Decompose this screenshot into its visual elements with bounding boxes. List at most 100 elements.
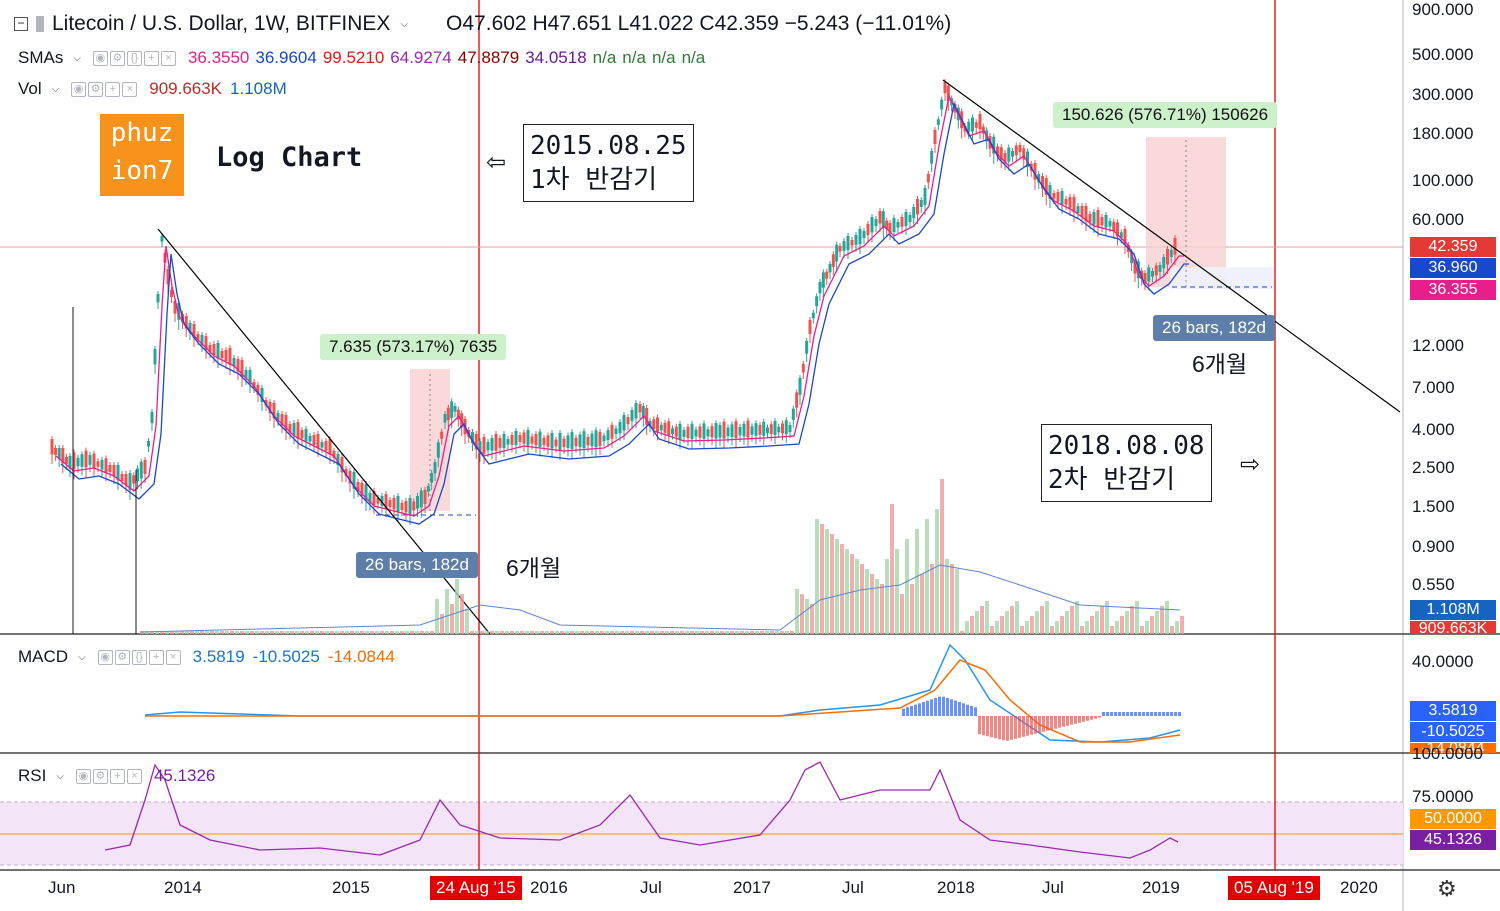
settings-icon[interactable]: ⚙: [88, 81, 104, 97]
settings-icon[interactable]: ⚙: [92, 768, 108, 784]
price-tick-label: 1.500: [1412, 497, 1455, 516]
macd-value: 3.5819: [192, 647, 245, 666]
symbol-title[interactable]: Litecoin / U.S. Dollar, 1W, BITFINEX: [52, 12, 391, 35]
candle-body: [967, 121, 971, 132]
volume-bar: [320, 631, 324, 634]
time-marker-2: 05 Aug '19: [1228, 876, 1320, 900]
macd-label[interactable]: MACD: [18, 647, 69, 666]
close-icon[interactable]: ×: [165, 649, 181, 665]
sma1-price-badge: 36.355: [1410, 280, 1496, 300]
candle-body: [831, 254, 835, 267]
candle-body: [762, 421, 766, 436]
volume-bar: [1125, 611, 1129, 634]
rsi-label[interactable]: RSI: [18, 766, 47, 785]
candle-body: [204, 336, 208, 350]
source-code-icon[interactable]: {}: [126, 50, 142, 66]
settings-icon[interactable]: ⚙: [114, 649, 130, 665]
chevron-down-icon[interactable]: ⌵: [78, 651, 86, 663]
more-icon[interactable]: +: [148, 649, 164, 665]
halving-2-text: 2차 반감기: [1048, 465, 1175, 495]
candle-body: [216, 343, 220, 359]
chevron-down-icon[interactable]: ⌵: [56, 770, 64, 782]
sma-label[interactable]: SMAs: [18, 48, 64, 67]
hist-value: -14.0844: [327, 647, 395, 666]
volume-bar: [225, 631, 229, 634]
volume-bar: [200, 631, 204, 634]
candle-body: [153, 349, 157, 365]
macd-histogram-bar: [1118, 712, 1121, 716]
price-tick-label: 60.000: [1412, 210, 1464, 229]
candle-body: [1100, 217, 1104, 226]
candle-body: [1136, 261, 1140, 279]
candle-body: [930, 151, 934, 164]
more-icon[interactable]: +: [109, 768, 125, 784]
candle-body: [726, 427, 730, 436]
chevron-down-icon[interactable]: ⌵: [400, 18, 409, 30]
volume-bar: [745, 631, 749, 634]
eye-icon[interactable]: ◉: [71, 81, 87, 97]
volume-bar: [910, 584, 914, 634]
candle-body: [1116, 222, 1119, 237]
volume-bar: [345, 631, 349, 634]
volume-bar: [605, 631, 609, 634]
gear-icon[interactable]: ⚙: [1437, 876, 1457, 901]
volume-bar: [1065, 611, 1069, 634]
volume-bar: [285, 631, 289, 634]
settings-icon[interactable]: ⚙: [109, 50, 125, 66]
halving-2-note: 2018.08.08 2차 반감기: [1041, 424, 1212, 502]
candle-body: [336, 454, 340, 466]
volume-bar: [660, 631, 664, 634]
more-icon[interactable]: +: [143, 50, 159, 66]
candle-body: [419, 490, 423, 508]
close-icon[interactable]: ×: [122, 81, 138, 97]
candle-body: [380, 496, 384, 506]
eye-icon[interactable]: ◉: [92, 50, 108, 66]
more-icon[interactable]: +: [105, 81, 121, 97]
volume-value-2: 1.108M: [230, 79, 287, 98]
volume-bar: [445, 589, 449, 634]
volume-bar: [695, 631, 699, 634]
volume-bar: [1035, 611, 1039, 634]
candle-body: [260, 388, 264, 402]
candle-body: [694, 429, 698, 437]
eye-icon[interactable]: ◉: [75, 768, 91, 784]
candle-body: [714, 423, 718, 439]
close-icon[interactable]: ×: [160, 50, 176, 66]
volume-bar: [510, 631, 514, 634]
candle-body: [104, 458, 108, 473]
candle-body: [996, 146, 999, 155]
candle-body: [874, 219, 878, 226]
chevron-down-icon[interactable]: ⌵: [51, 83, 60, 95]
volume-bar: [640, 631, 644, 634]
macd-histogram-bar: [1114, 712, 1117, 716]
sma-values: 36.3550 36.9604 99.5210 64.9274 47.8879 34.05…: [188, 48, 711, 68]
eye-icon[interactable]: ◉: [97, 649, 113, 665]
candle-body: [900, 217, 904, 227]
arrow-right-icon: ⇨: [1240, 451, 1261, 478]
candle-body: [974, 122, 978, 128]
macd-histogram-bar: [1150, 712, 1153, 716]
volume-bar: [160, 631, 164, 634]
candle-body: [232, 358, 236, 367]
close-icon[interactable]: ×: [126, 768, 142, 784]
source-code-icon[interactable]: {}: [131, 649, 147, 665]
volume-bar: [460, 594, 464, 634]
time-tick-label: 2020: [1340, 878, 1378, 897]
candle-body: [562, 438, 566, 448]
candle-body: [296, 422, 300, 439]
collapse-icon[interactable]: −: [14, 17, 28, 31]
candle-body: [971, 117, 974, 132]
volume-label[interactable]: Vol: [18, 79, 42, 98]
volume-bar: [675, 631, 679, 634]
candle-body: [268, 402, 272, 414]
volume-bar: [430, 631, 434, 634]
volume-bar: [825, 529, 829, 634]
macd-histogram-bar: [950, 699, 953, 716]
volume-bar: [940, 479, 944, 634]
chevron-down-icon[interactable]: ⌵: [73, 52, 81, 64]
volume-ma-line: [139, 564, 1181, 633]
candle-body: [734, 421, 738, 438]
volume-bar: [705, 631, 709, 634]
volume-bar: [755, 631, 759, 634]
